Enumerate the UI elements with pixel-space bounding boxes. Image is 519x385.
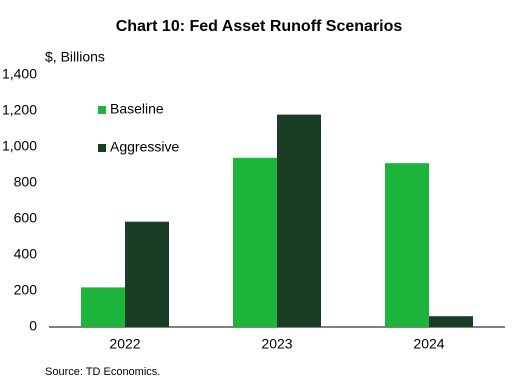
- bar: [277, 114, 321, 327]
- x-tick-label: 2023: [261, 336, 292, 352]
- y-tick-label: 800: [14, 174, 38, 190]
- bar: [125, 221, 169, 327]
- source: Source: TD Economics.: [45, 366, 160, 378]
- y-tick-label: 1,000: [2, 138, 37, 154]
- x-tick-label: 2022: [109, 336, 140, 352]
- y-tick-label: 0: [29, 318, 37, 334]
- y-tick-label: 1,400: [2, 66, 37, 82]
- legend-swatch: [98, 144, 106, 152]
- y-tick-label: 200: [14, 282, 38, 298]
- bar: [385, 163, 429, 327]
- bar: [429, 316, 473, 327]
- y-axis-label: $, Billions: [45, 49, 105, 65]
- y-tick-label: 1,200: [2, 102, 37, 118]
- x-tick-label: 2024: [413, 336, 444, 352]
- y-tick-label: 600: [14, 210, 38, 226]
- chart-title: Chart 10: Fed Asset Runoff Scenarios: [116, 18, 403, 35]
- bar: [81, 287, 125, 327]
- legend-label: Baseline: [110, 101, 164, 117]
- legend-label: Aggressive: [110, 139, 179, 155]
- legend-swatch: [98, 106, 106, 114]
- y-tick-label: 400: [14, 246, 38, 262]
- bar: [233, 157, 277, 327]
